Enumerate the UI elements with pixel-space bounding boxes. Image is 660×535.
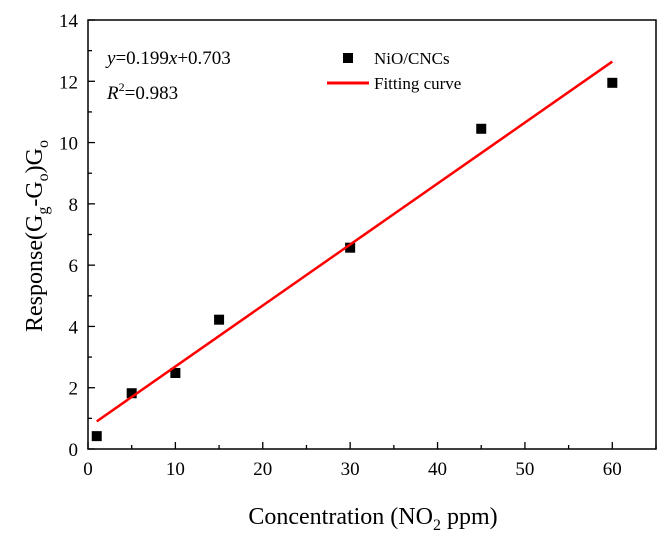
y-axis-title: Response(Gg-Go)Go (22, 140, 52, 332)
y-tick-label: 4 (69, 317, 79, 338)
data-marks (91, 60, 618, 442)
x-tick-label: 0 (83, 459, 93, 480)
r-squared: R2=0.983 (106, 80, 178, 104)
data-point (345, 242, 356, 253)
legend-label-scatter: NiO/CNCs (374, 49, 450, 68)
axis-ticks: 0 10 20 30 40 50 60 0 2 4 6 8 10 12 14 (59, 11, 657, 480)
y-tick-label: 2 (69, 379, 79, 400)
y-tick-label: 14 (59, 11, 79, 32)
y-tick-label: 12 (59, 72, 78, 93)
y-tick-label: 10 (59, 134, 78, 155)
fit-equation: y=0.199x+0.703 (105, 48, 231, 69)
x-tick-label: 50 (515, 459, 534, 480)
data-point (126, 388, 137, 399)
data-point (91, 431, 102, 442)
x-tick-label: 20 (253, 459, 272, 480)
data-point (170, 368, 181, 379)
data-point (476, 123, 487, 134)
data-point (607, 77, 618, 88)
fit-line (96, 60, 614, 423)
legend-label-line: Fitting curve (374, 74, 461, 93)
x-tick-label: 30 (341, 459, 360, 480)
legend-marker-scatter (343, 53, 353, 63)
x-tick-label: 40 (428, 459, 447, 480)
y-tick-label: 8 (69, 195, 79, 216)
x-tick-label: 10 (166, 459, 185, 480)
data-point (214, 314, 225, 325)
legend: NiO/CNCs Fitting curve (327, 49, 461, 93)
x-tick-label: 60 (603, 459, 622, 480)
y-tick-label: 6 (69, 256, 79, 277)
y-tick-label: 0 (69, 440, 79, 461)
x-axis-title: Concentration (NO2 ppm) (248, 504, 497, 534)
